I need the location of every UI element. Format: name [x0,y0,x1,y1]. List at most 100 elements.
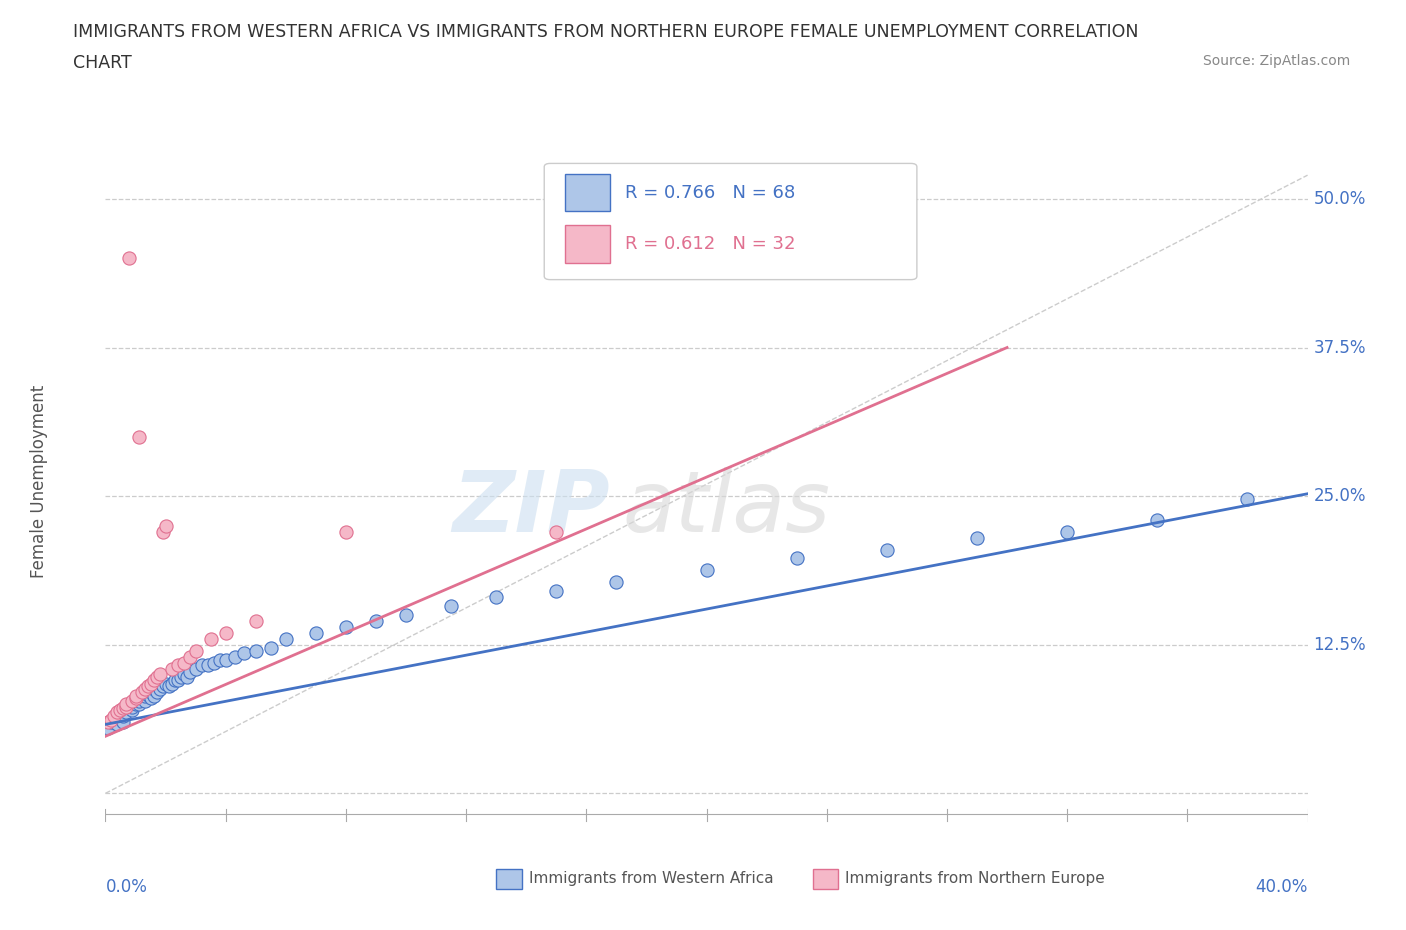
Text: atlas: atlas [623,467,831,551]
Point [131,691,153,706]
Text: Female Unemployment: Female Unemployment [31,385,48,578]
Point [876,542,898,557]
Point [202,655,225,670]
Point [786,551,808,565]
Point [124,688,146,703]
Text: 25.0%: 25.0% [1313,487,1367,505]
Point [245,644,267,658]
Point [148,682,170,697]
Text: 12.5%: 12.5% [1313,636,1367,654]
Text: ZIP: ZIP [453,467,610,551]
Point [121,699,143,714]
Point [100,712,122,727]
Point [145,670,167,684]
Point [440,598,463,613]
Point [232,645,254,660]
FancyBboxPatch shape [544,164,917,280]
Point [128,430,150,445]
Point [395,607,418,622]
Text: 0.0%: 0.0% [105,878,148,896]
Point [103,712,125,727]
Point [112,700,135,715]
Point [136,687,159,702]
Point [605,575,627,590]
Point [214,625,236,640]
Point [139,676,162,691]
Point [166,658,188,672]
Point [107,717,129,732]
Text: 40.0%: 40.0% [1256,878,1308,896]
FancyBboxPatch shape [565,174,610,211]
Point [190,658,212,672]
Point [136,684,159,699]
Point [485,590,508,604]
Point [335,619,357,634]
Point [274,631,297,646]
Point [131,688,153,703]
Point [1146,512,1168,527]
Text: CHART: CHART [73,54,132,72]
Point [124,691,146,706]
Point [260,641,283,656]
Point [208,653,231,668]
Point [179,665,201,680]
Point [224,649,246,664]
Point [546,525,568,539]
Text: Immigrants from Northern Europe: Immigrants from Northern Europe [845,871,1105,886]
Point [148,679,170,694]
Point [696,563,718,578]
Point [142,673,165,688]
Point [134,688,156,703]
Point [115,697,138,711]
Point [160,661,183,676]
Point [155,518,177,533]
Point [364,614,387,629]
Point [103,709,125,724]
Point [118,697,141,711]
Point [197,658,219,672]
Point [1056,525,1078,539]
Point [112,709,135,724]
Point [107,705,129,720]
Text: 37.5%: 37.5% [1313,339,1367,356]
Point [142,682,165,697]
Point [121,703,143,718]
Point [128,693,150,708]
Point [115,703,138,718]
Point [184,644,207,658]
Point [245,614,267,629]
Point [97,721,120,736]
Point [100,714,122,729]
Point [110,703,132,718]
Point [110,705,132,720]
Point [142,688,165,703]
Point [169,670,191,684]
Point [148,667,170,682]
Point [124,693,146,708]
Point [115,699,138,714]
Point [118,251,141,266]
Point [134,682,156,697]
Point [145,684,167,699]
Text: IMMIGRANTS FROM WESTERN AFRICA VS IMMIGRANTS FROM NORTHERN EUROPE FEMALE UNEMPLO: IMMIGRANTS FROM WESTERN AFRICA VS IMMIGR… [73,23,1139,41]
Point [134,693,156,708]
Point [335,525,357,539]
Point [214,653,236,668]
Text: 50.0%: 50.0% [1313,190,1367,208]
FancyBboxPatch shape [565,225,610,262]
Point [157,679,180,694]
Point [155,676,177,691]
Point [139,684,162,699]
Point [160,676,183,691]
Point [115,705,138,720]
Point [97,714,120,729]
Point [128,697,150,711]
Point [173,655,195,670]
Point [305,625,328,640]
Point [121,693,143,708]
Text: Source: ZipAtlas.com: Source: ZipAtlas.com [1202,54,1350,68]
Point [112,714,135,729]
Point [166,673,188,688]
Point [131,684,153,699]
Point [184,661,207,676]
